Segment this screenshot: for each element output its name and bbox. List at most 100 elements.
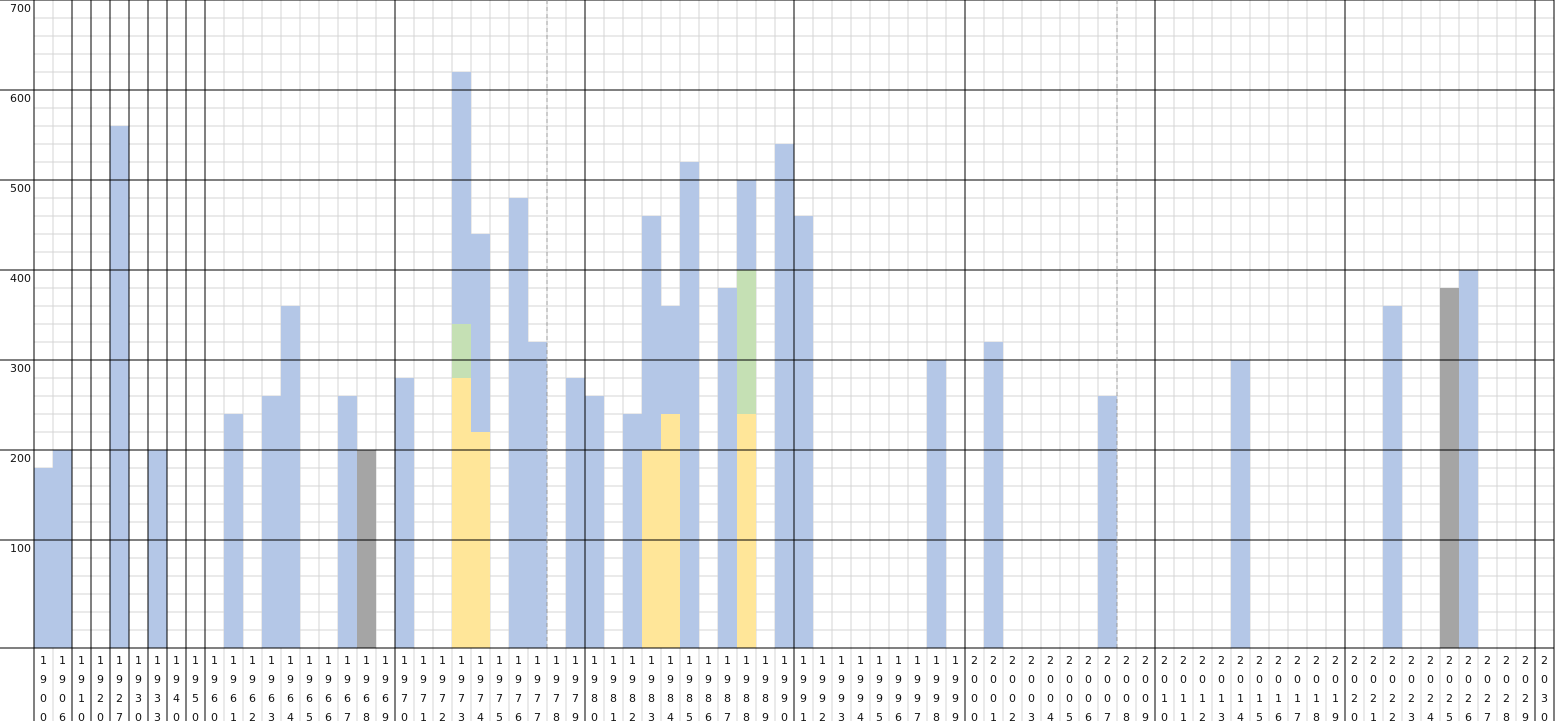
- x-tick-label: 1995: [873, 654, 886, 721]
- x-tick-label: 1987: [721, 654, 734, 721]
- y-tick-label: 700: [10, 2, 31, 15]
- x-tick-label: 2010: [1158, 654, 1171, 721]
- x-tick-label: 1977: [531, 654, 544, 721]
- bar-segment: [1098, 396, 1117, 648]
- x-tick-label: 2012: [1196, 654, 1209, 721]
- x-tick-label: 2016: [1272, 654, 1285, 721]
- x-tick-label: 1972: [436, 654, 449, 721]
- x-tick-label: 1973: [455, 654, 468, 721]
- x-tick-label: 2011: [1177, 654, 1190, 721]
- x-tick-label: 1966: [322, 654, 335, 721]
- x-tick-label: 1962: [246, 654, 259, 721]
- x-tick-label: 2003: [1025, 654, 1038, 721]
- x-tick-label: 1967: [341, 654, 354, 721]
- bar-segment: [1459, 270, 1478, 648]
- x-tick-label: 2028: [1500, 654, 1513, 721]
- x-tick-label: 1999: [949, 654, 962, 721]
- x-tick-label: 1927: [113, 654, 126, 721]
- bar-segment: [110, 126, 129, 648]
- x-tick-label: 2007: [1101, 654, 1114, 721]
- bar-segment: [642, 450, 661, 648]
- bar-segment: [927, 360, 946, 648]
- x-tick-label: 1964: [284, 654, 297, 721]
- y-tick-label: 200: [10, 452, 31, 465]
- x-tick-label: 2019: [1329, 654, 1342, 721]
- bar-segment: [1383, 306, 1402, 648]
- x-tick-label: 1991: [797, 654, 810, 721]
- x-tick-label: 1975: [493, 654, 506, 721]
- bar-segment: [1231, 360, 1250, 648]
- x-tick-label: 1920: [94, 654, 107, 721]
- x-tick-label: 1997: [911, 654, 924, 721]
- x-tick-label: 2014: [1234, 654, 1247, 721]
- bar-segment: [53, 450, 72, 648]
- bar-segment: [775, 144, 794, 648]
- bar-segment: [718, 288, 737, 648]
- x-tick-label: 2021: [1367, 654, 1380, 721]
- bar-segment: [680, 162, 699, 648]
- y-tick-label: 500: [10, 182, 31, 195]
- bar-segment: [566, 378, 585, 648]
- bar-segment: [452, 378, 471, 648]
- y-tick-label: 100: [10, 542, 31, 555]
- bar-segment: [984, 342, 1003, 648]
- x-tick-label: 1980: [588, 654, 601, 721]
- x-tick-label: 2009: [1139, 654, 1152, 721]
- x-tick-label: 1970: [398, 654, 411, 721]
- x-tick-label: 1994: [854, 654, 867, 721]
- x-tick-label: 2022: [1386, 654, 1399, 721]
- x-tick-label: 2023: [1405, 654, 1418, 721]
- x-tick-label: 2004: [1044, 654, 1057, 721]
- x-tick-label: 2020: [1348, 654, 1361, 721]
- x-tick-label: 2017: [1291, 654, 1304, 721]
- x-tick-label: 2030: [1538, 654, 1551, 721]
- x-tick-label: 2005: [1063, 654, 1076, 721]
- bar-segment: [262, 396, 281, 648]
- x-tick-label: 1978: [550, 654, 563, 721]
- bar-segment: [338, 396, 357, 648]
- x-tick-label: 2008: [1120, 654, 1133, 721]
- x-tick-label: 1993: [835, 654, 848, 721]
- x-tick-label: 1974: [474, 654, 487, 721]
- bar-segment: [642, 216, 661, 450]
- bar-segment: [1440, 288, 1459, 648]
- x-tick-label: 1990: [778, 654, 791, 721]
- x-tick-label: 1961: [227, 654, 240, 721]
- x-tick-label: 2001: [987, 654, 1000, 721]
- bar-segment: [34, 468, 53, 648]
- x-tick-label: 1971: [417, 654, 430, 721]
- x-tick-label: 1982: [626, 654, 639, 721]
- x-tick-label: 2013: [1215, 654, 1228, 721]
- x-tick-label: 1963: [265, 654, 278, 721]
- x-tick-label: 1960: [208, 654, 221, 721]
- bar-segment: [452, 72, 471, 324]
- x-tick-label: 1910: [75, 654, 88, 721]
- bar-segment: [794, 216, 813, 648]
- x-tick-label: 2002: [1006, 654, 1019, 721]
- x-tick-label: 1906: [56, 654, 69, 721]
- x-tick-label: 1969: [379, 654, 392, 721]
- x-tick-label: 1979: [569, 654, 582, 721]
- bar-segment: [623, 414, 642, 648]
- x-tick-label: 1998: [930, 654, 943, 721]
- bar-segment: [471, 234, 490, 432]
- x-tick-label: 1981: [607, 654, 620, 721]
- x-tick-label: 1965: [303, 654, 316, 721]
- x-tick-label: 1983: [645, 654, 658, 721]
- bar-segment: [737, 270, 756, 414]
- x-tick-label: 2025: [1443, 654, 1456, 721]
- bar-segment: [737, 414, 756, 648]
- bar-segment: [737, 180, 756, 270]
- x-tick-label: 2024: [1424, 654, 1437, 721]
- x-tick-label: 1985: [683, 654, 696, 721]
- bar-segment: [148, 450, 167, 648]
- x-tick-label: 1996: [892, 654, 905, 721]
- y-tick-label: 600: [10, 92, 31, 105]
- x-tick-label: 1930: [132, 654, 145, 721]
- x-tick-label: 1984: [664, 654, 677, 721]
- x-tick-label: 1900: [37, 654, 50, 721]
- x-tick-label: 2029: [1519, 654, 1532, 721]
- x-tick-label: 2000: [968, 654, 981, 721]
- x-tick-label: 2006: [1082, 654, 1095, 721]
- x-tick-label: 1950: [189, 654, 202, 721]
